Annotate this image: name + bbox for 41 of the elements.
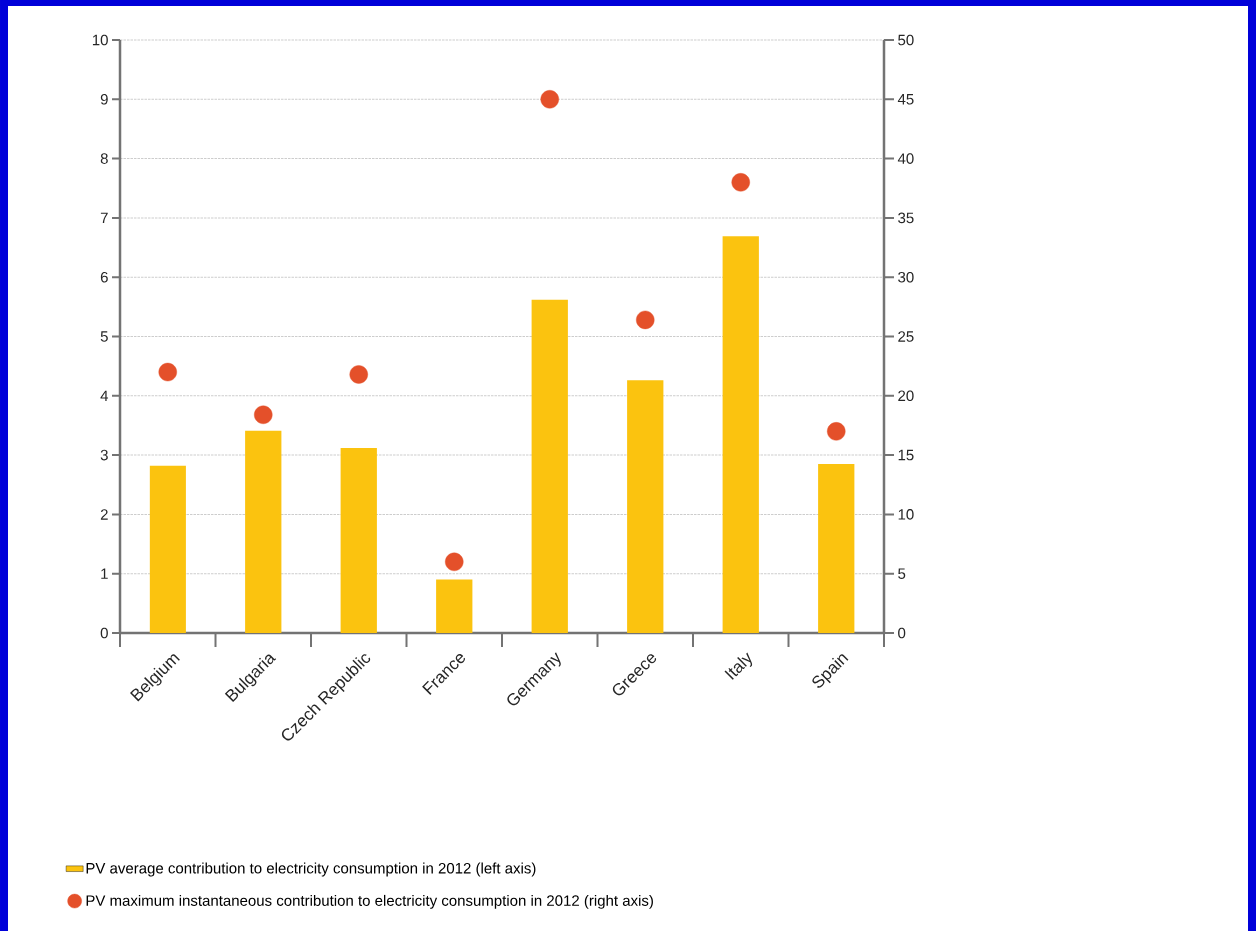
point — [254, 405, 273, 424]
y-tick-label: 7 — [100, 212, 108, 224]
bar — [627, 380, 664, 633]
y-tick-label: 5 — [100, 331, 108, 342]
y-tick-label: 9 — [100, 93, 108, 105]
x-tick-label: Italy — [724, 652, 753, 680]
y-tick-label: 0 — [100, 627, 108, 639]
y2-tick-label: 5 — [898, 568, 906, 579]
y-tick-label: 6 — [100, 271, 108, 283]
bar — [149, 465, 186, 633]
legend-label: PV maximum instantaneous contribution to electricity consumption in 2012 (right axis) — [86, 894, 653, 909]
bar — [722, 236, 759, 633]
legend-label: PV average contribution to electricity consumption in 2012 (left axis) — [86, 862, 536, 877]
bar — [245, 430, 282, 633]
y2-tick-label: 0 — [898, 627, 906, 639]
y2-tick-label: 30 — [898, 271, 914, 283]
point — [349, 365, 368, 384]
y2-tick-label: 10 — [898, 509, 914, 520]
y2-tick-label: 35 — [898, 212, 914, 224]
bar — [436, 579, 473, 633]
point — [540, 90, 559, 109]
y2-tick-label: 40 — [897, 153, 914, 164]
y2-tick-label: 20 — [898, 390, 914, 402]
point — [636, 310, 655, 330]
y-tick-label: 4 — [100, 390, 109, 401]
y2-tick-label: 50 — [898, 34, 914, 46]
bar — [818, 463, 855, 633]
point — [445, 552, 464, 572]
y-tick-label: 10 — [92, 34, 108, 46]
y-tick-label: 2 — [100, 509, 108, 520]
y2-tick-label: 45 — [897, 94, 914, 105]
y-tick-label: 1 — [101, 568, 108, 579]
y2-tick-label: 25 — [898, 331, 914, 342]
bar — [531, 299, 568, 633]
y2-tick-label: 15 — [898, 449, 914, 461]
point — [731, 173, 750, 192]
point — [827, 422, 846, 441]
bar — [340, 447, 377, 633]
y-tick-label: 3 — [100, 449, 108, 461]
y-tick-label: 8 — [100, 153, 108, 164]
point — [158, 362, 177, 382]
